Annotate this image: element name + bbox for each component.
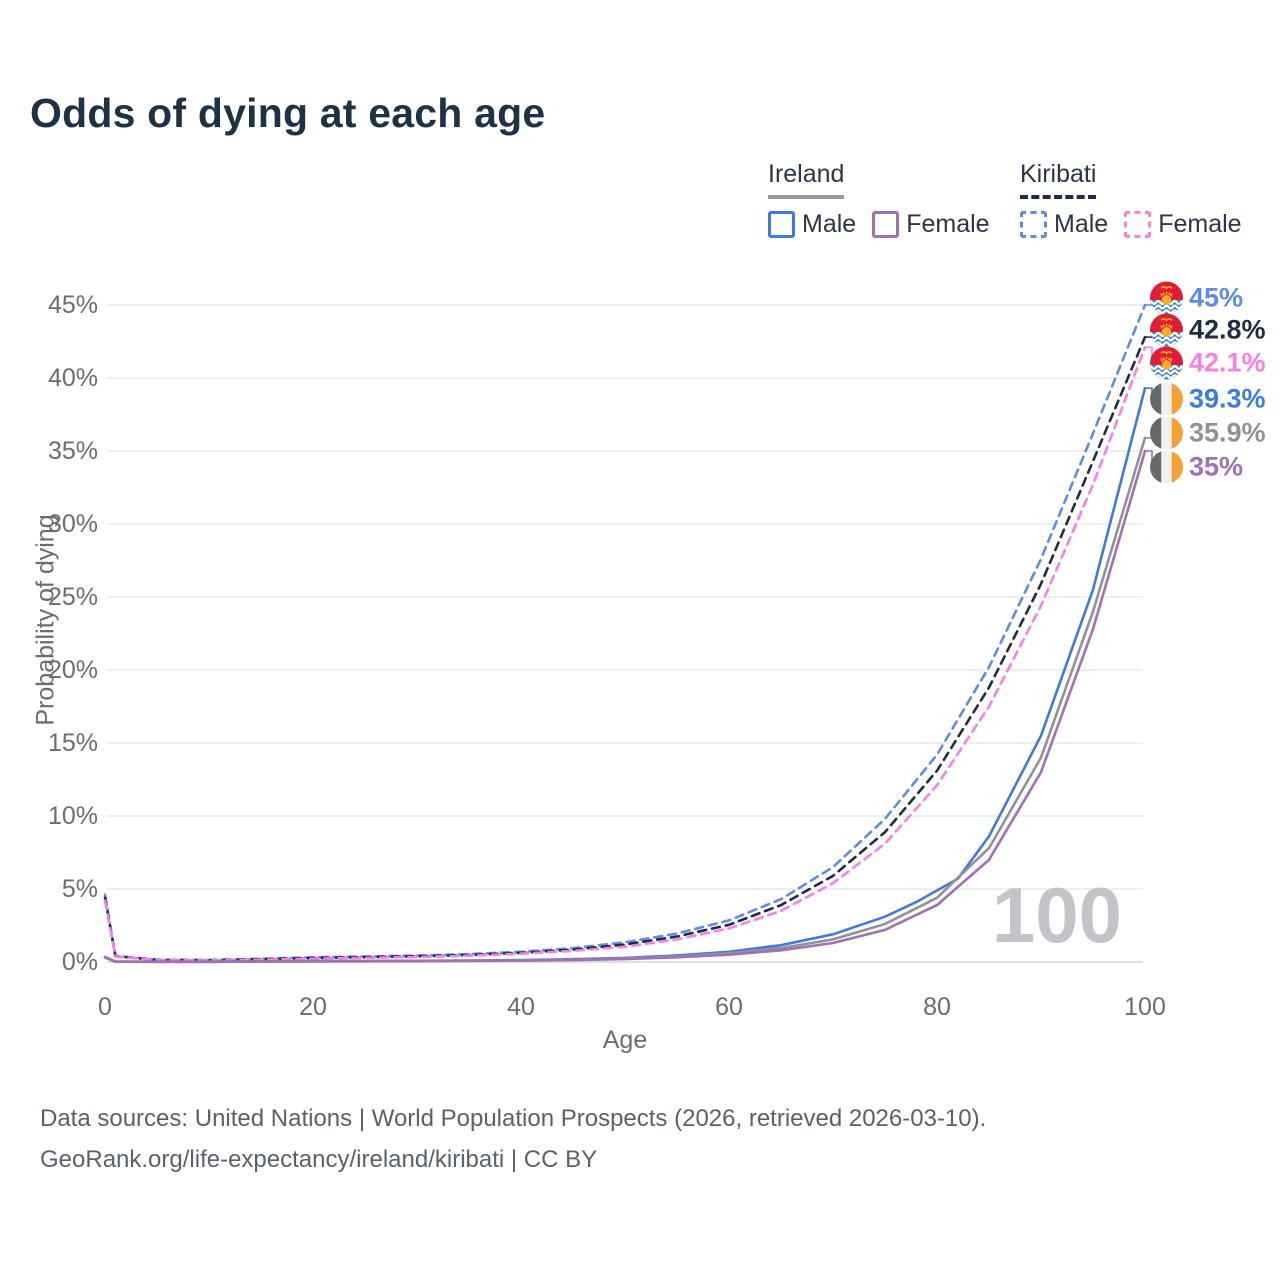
y-tick-label: 0% xyxy=(61,948,98,976)
y-tick-label: 30% xyxy=(47,510,98,538)
ireland-flag-icon xyxy=(1150,416,1183,450)
kiribati-male-swatch xyxy=(1020,211,1047,238)
legend-item-label: Male xyxy=(1054,210,1109,238)
legend-item-ireland-male[interactable]: Male xyxy=(768,210,856,239)
end-label-value: 35% xyxy=(1189,451,1244,482)
end-label-ireland-both-sexes: 35.9% xyxy=(1150,416,1266,450)
legend-country-kiribati[interactable]: Kiribati xyxy=(1020,160,1097,199)
kiribati-female-swatch xyxy=(1124,211,1152,238)
end-label-value: 42.1% xyxy=(1189,347,1266,378)
legend-item-kiribati-female[interactable]: Female xyxy=(1124,210,1242,239)
legend-item-label: Female xyxy=(1158,210,1242,238)
page-title: Odds of dying at each age xyxy=(30,90,546,136)
end-label-value: 39.3% xyxy=(1189,383,1266,414)
kiribati-flag-icon xyxy=(1150,281,1183,315)
legend-group-ireland: Ireland Male Female xyxy=(768,160,990,239)
y-tick-label: 35% xyxy=(47,437,98,465)
end-label-kiribati-both-sexes: 42.8% xyxy=(1150,313,1266,347)
y-axis-title: Probability of dying xyxy=(31,514,60,726)
x-tick-label: 60 xyxy=(715,993,743,1021)
x-tick-label: 20 xyxy=(299,993,327,1021)
age-counter: 100 xyxy=(991,871,1122,959)
end-label-kiribati-female: 42.1% xyxy=(1150,346,1266,380)
x-tick-label: 80 xyxy=(923,993,951,1021)
end-label-kiribati-male: 45% xyxy=(1150,281,1244,315)
footer-sources: Data sources: United Nations | World Pop… xyxy=(40,1105,987,1132)
series-line-kiribati-female[interactable] xyxy=(103,346,1147,962)
end-label-ireland-male: 39.3% xyxy=(1150,382,1266,416)
kiribati-flag-icon xyxy=(1150,346,1183,380)
legend-item-ireland-female[interactable]: Female xyxy=(872,210,990,239)
series-line-kiribati-male[interactable] xyxy=(103,303,1147,962)
legend-item-label: Female xyxy=(906,210,990,238)
end-label-value: 42.8% xyxy=(1189,314,1266,345)
y-tick-label: 40% xyxy=(47,364,98,392)
legend-item-label: Male xyxy=(802,210,857,238)
legend-item-kiribati-male[interactable]: Male xyxy=(1020,210,1108,239)
x-tick-label: 100 xyxy=(1124,993,1166,1021)
x-tick-label: 0 xyxy=(98,993,112,1021)
ireland-flag-icon xyxy=(1150,382,1183,416)
ireland-female-swatch xyxy=(872,211,900,238)
footer-attribution: GeoRank.org/life-expectancy/ireland/kiri… xyxy=(40,1146,598,1173)
series-line-kiribati-both-sexes[interactable] xyxy=(103,335,1147,962)
footer: Data sources: United Nations | World Pop… xyxy=(40,1098,986,1180)
y-tick-label: 45% xyxy=(47,291,98,319)
y-tick-label: 10% xyxy=(47,802,98,830)
y-tick-label: 20% xyxy=(47,656,98,684)
ireland-flag-icon xyxy=(1150,450,1183,484)
y-tick-label: 5% xyxy=(61,875,98,903)
x-axis-title: Age xyxy=(602,1026,648,1054)
legend-group-kiribati: Kiribati Male Female xyxy=(1020,160,1242,239)
y-tick-label: 25% xyxy=(47,583,98,611)
x-tick-label: 40 xyxy=(507,993,535,1021)
end-label-value: 35.9% xyxy=(1189,417,1266,448)
legend-country-ireland[interactable]: Ireland xyxy=(768,160,845,199)
y-tick-label: 15% xyxy=(47,729,98,757)
series-line-ireland-female[interactable] xyxy=(103,449,1147,964)
end-label-value: 45% xyxy=(1189,282,1244,313)
end-label-ireland-female: 35% xyxy=(1150,450,1244,484)
ireland-male-swatch xyxy=(768,211,795,238)
kiribati-flag-icon xyxy=(1150,313,1183,347)
